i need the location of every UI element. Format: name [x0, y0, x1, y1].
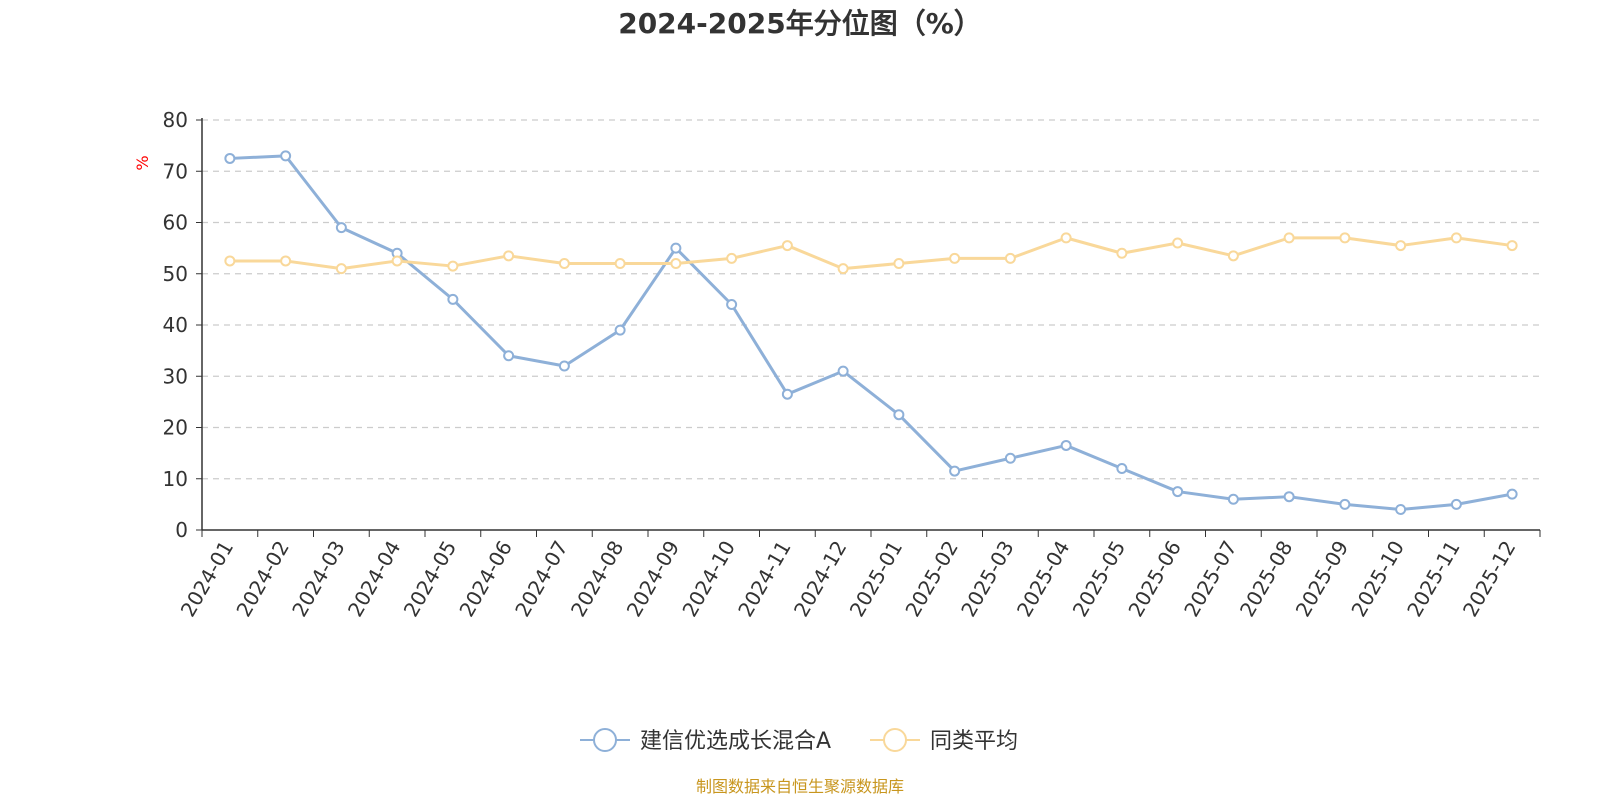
x-tick-label: 2024-05	[399, 537, 462, 621]
data-point[interactable]	[224, 152, 236, 164]
data-point[interactable]	[670, 242, 682, 254]
data-point[interactable]	[224, 255, 236, 267]
data-source-note: 制图数据来自恒生聚源数据库	[696, 777, 904, 796]
x-tick-label: 2024-01	[176, 537, 239, 621]
data-point[interactable]	[893, 258, 905, 269]
series-layer	[224, 150, 1518, 515]
x-tick-label: 2025-06	[1123, 537, 1186, 621]
data-point[interactable]	[1004, 452, 1016, 464]
x-tick-label: 2025-12	[1458, 537, 1521, 621]
x-tick-label: 2025-11	[1402, 537, 1465, 621]
x-tick-label: 2025-05	[1068, 537, 1131, 621]
data-point[interactable]	[1283, 491, 1295, 503]
x-tick-label: 2024-07	[510, 537, 573, 621]
series-line	[229, 154, 1513, 511]
series-2	[224, 232, 1518, 275]
data-point[interactable]	[837, 263, 849, 275]
data-point[interactable]	[558, 360, 570, 372]
data-point[interactable]	[726, 252, 738, 264]
x-tick-label: 2024-03	[287, 537, 350, 621]
legend[interactable]: 建信优选成长混合A 同类平均	[580, 728, 1018, 754]
data-point[interactable]	[391, 255, 403, 267]
y-axis-unit-label: %	[133, 155, 152, 170]
x-tick-label: 2024-11	[733, 537, 796, 621]
legend-item-2[interactable]: 同类平均	[870, 728, 1018, 754]
data-point[interactable]	[1060, 439, 1072, 451]
data-point[interactable]	[503, 350, 515, 362]
data-point[interactable]	[1450, 498, 1462, 510]
y-tick-label: 50	[163, 262, 188, 286]
series-1	[224, 150, 1518, 515]
data-point[interactable]	[1506, 488, 1518, 500]
y-tick-label: 40	[163, 313, 188, 337]
x-tick-label: 2025-04	[1012, 537, 1075, 621]
data-point[interactable]	[1339, 498, 1351, 510]
data-point[interactable]	[781, 240, 793, 252]
x-tick-label: 2025-10	[1346, 537, 1409, 621]
data-point[interactable]	[335, 263, 347, 275]
data-point[interactable]	[1227, 493, 1239, 505]
data-point[interactable]	[1172, 486, 1184, 498]
data-point[interactable]	[670, 258, 682, 269]
x-tick-label: 2024-09	[622, 537, 685, 621]
y-tick-label: 30	[163, 364, 188, 388]
x-tick-label: 2024-08	[566, 537, 629, 621]
data-point[interactable]	[1395, 240, 1407, 252]
data-point[interactable]	[1116, 463, 1128, 474]
x-tick-label: 2024-10	[677, 537, 740, 621]
y-tick-label: 80	[163, 108, 188, 132]
data-point[interactable]	[447, 260, 459, 272]
data-point[interactable]	[1172, 237, 1184, 249]
data-point[interactable]	[558, 258, 570, 269]
data-point[interactable]	[949, 465, 961, 477]
data-point[interactable]	[447, 293, 459, 305]
legend-item-1[interactable]: 建信优选成长混合A	[580, 728, 831, 754]
data-point[interactable]	[837, 365, 849, 377]
x-tick-label: 2025-09	[1291, 537, 1354, 621]
x-tick-label: 2025-01	[845, 537, 908, 621]
data-point[interactable]	[1116, 247, 1128, 259]
chart-title: 2024-2025年分位图（%）	[618, 7, 982, 40]
legend-marker	[593, 728, 617, 752]
data-point[interactable]	[1227, 250, 1239, 262]
x-tick-label: 2024-04	[343, 537, 406, 621]
legend-label: 建信优选成长混合A	[640, 729, 831, 754]
x-tick-label: 2025-02	[900, 537, 963, 621]
data-point[interactable]	[280, 255, 292, 267]
data-point[interactable]	[1450, 232, 1462, 244]
data-point[interactable]	[335, 222, 347, 234]
x-tick-label: 2024-06	[454, 537, 517, 621]
data-point[interactable]	[726, 299, 738, 310]
y-tick-label: 20	[163, 416, 188, 440]
series-line	[229, 236, 1513, 271]
data-point[interactable]	[949, 252, 961, 264]
data-point[interactable]	[614, 258, 626, 269]
data-point[interactable]	[1283, 232, 1295, 244]
x-tick-label: 2024-12	[789, 537, 852, 621]
data-point[interactable]	[1060, 232, 1072, 244]
data-point[interactable]	[1506, 240, 1518, 252]
data-point[interactable]	[614, 324, 626, 336]
legend-marker	[883, 728, 907, 752]
x-tick-label: 2025-03	[956, 537, 1019, 621]
data-point[interactable]	[781, 388, 793, 400]
y-tick-label: 0	[175, 518, 188, 542]
data-point[interactable]	[503, 250, 515, 262]
data-point[interactable]	[1339, 232, 1351, 244]
data-point[interactable]	[1395, 504, 1407, 515]
grid-lines	[202, 119, 1540, 480]
axes: 010203040506070802024-012024-022024-0320…	[163, 108, 1541, 621]
data-point[interactable]	[280, 150, 292, 162]
legend-label: 同类平均	[930, 729, 1018, 754]
y-tick-label: 70	[163, 159, 188, 183]
data-point[interactable]	[893, 409, 905, 421]
x-tick-label: 2025-07	[1179, 537, 1242, 621]
data-point[interactable]	[1004, 252, 1016, 264]
x-tick-label: 2024-02	[231, 537, 294, 621]
x-tick-label: 2025-08	[1235, 537, 1298, 621]
y-tick-label: 60	[163, 211, 188, 235]
y-tick-label: 10	[163, 467, 188, 491]
